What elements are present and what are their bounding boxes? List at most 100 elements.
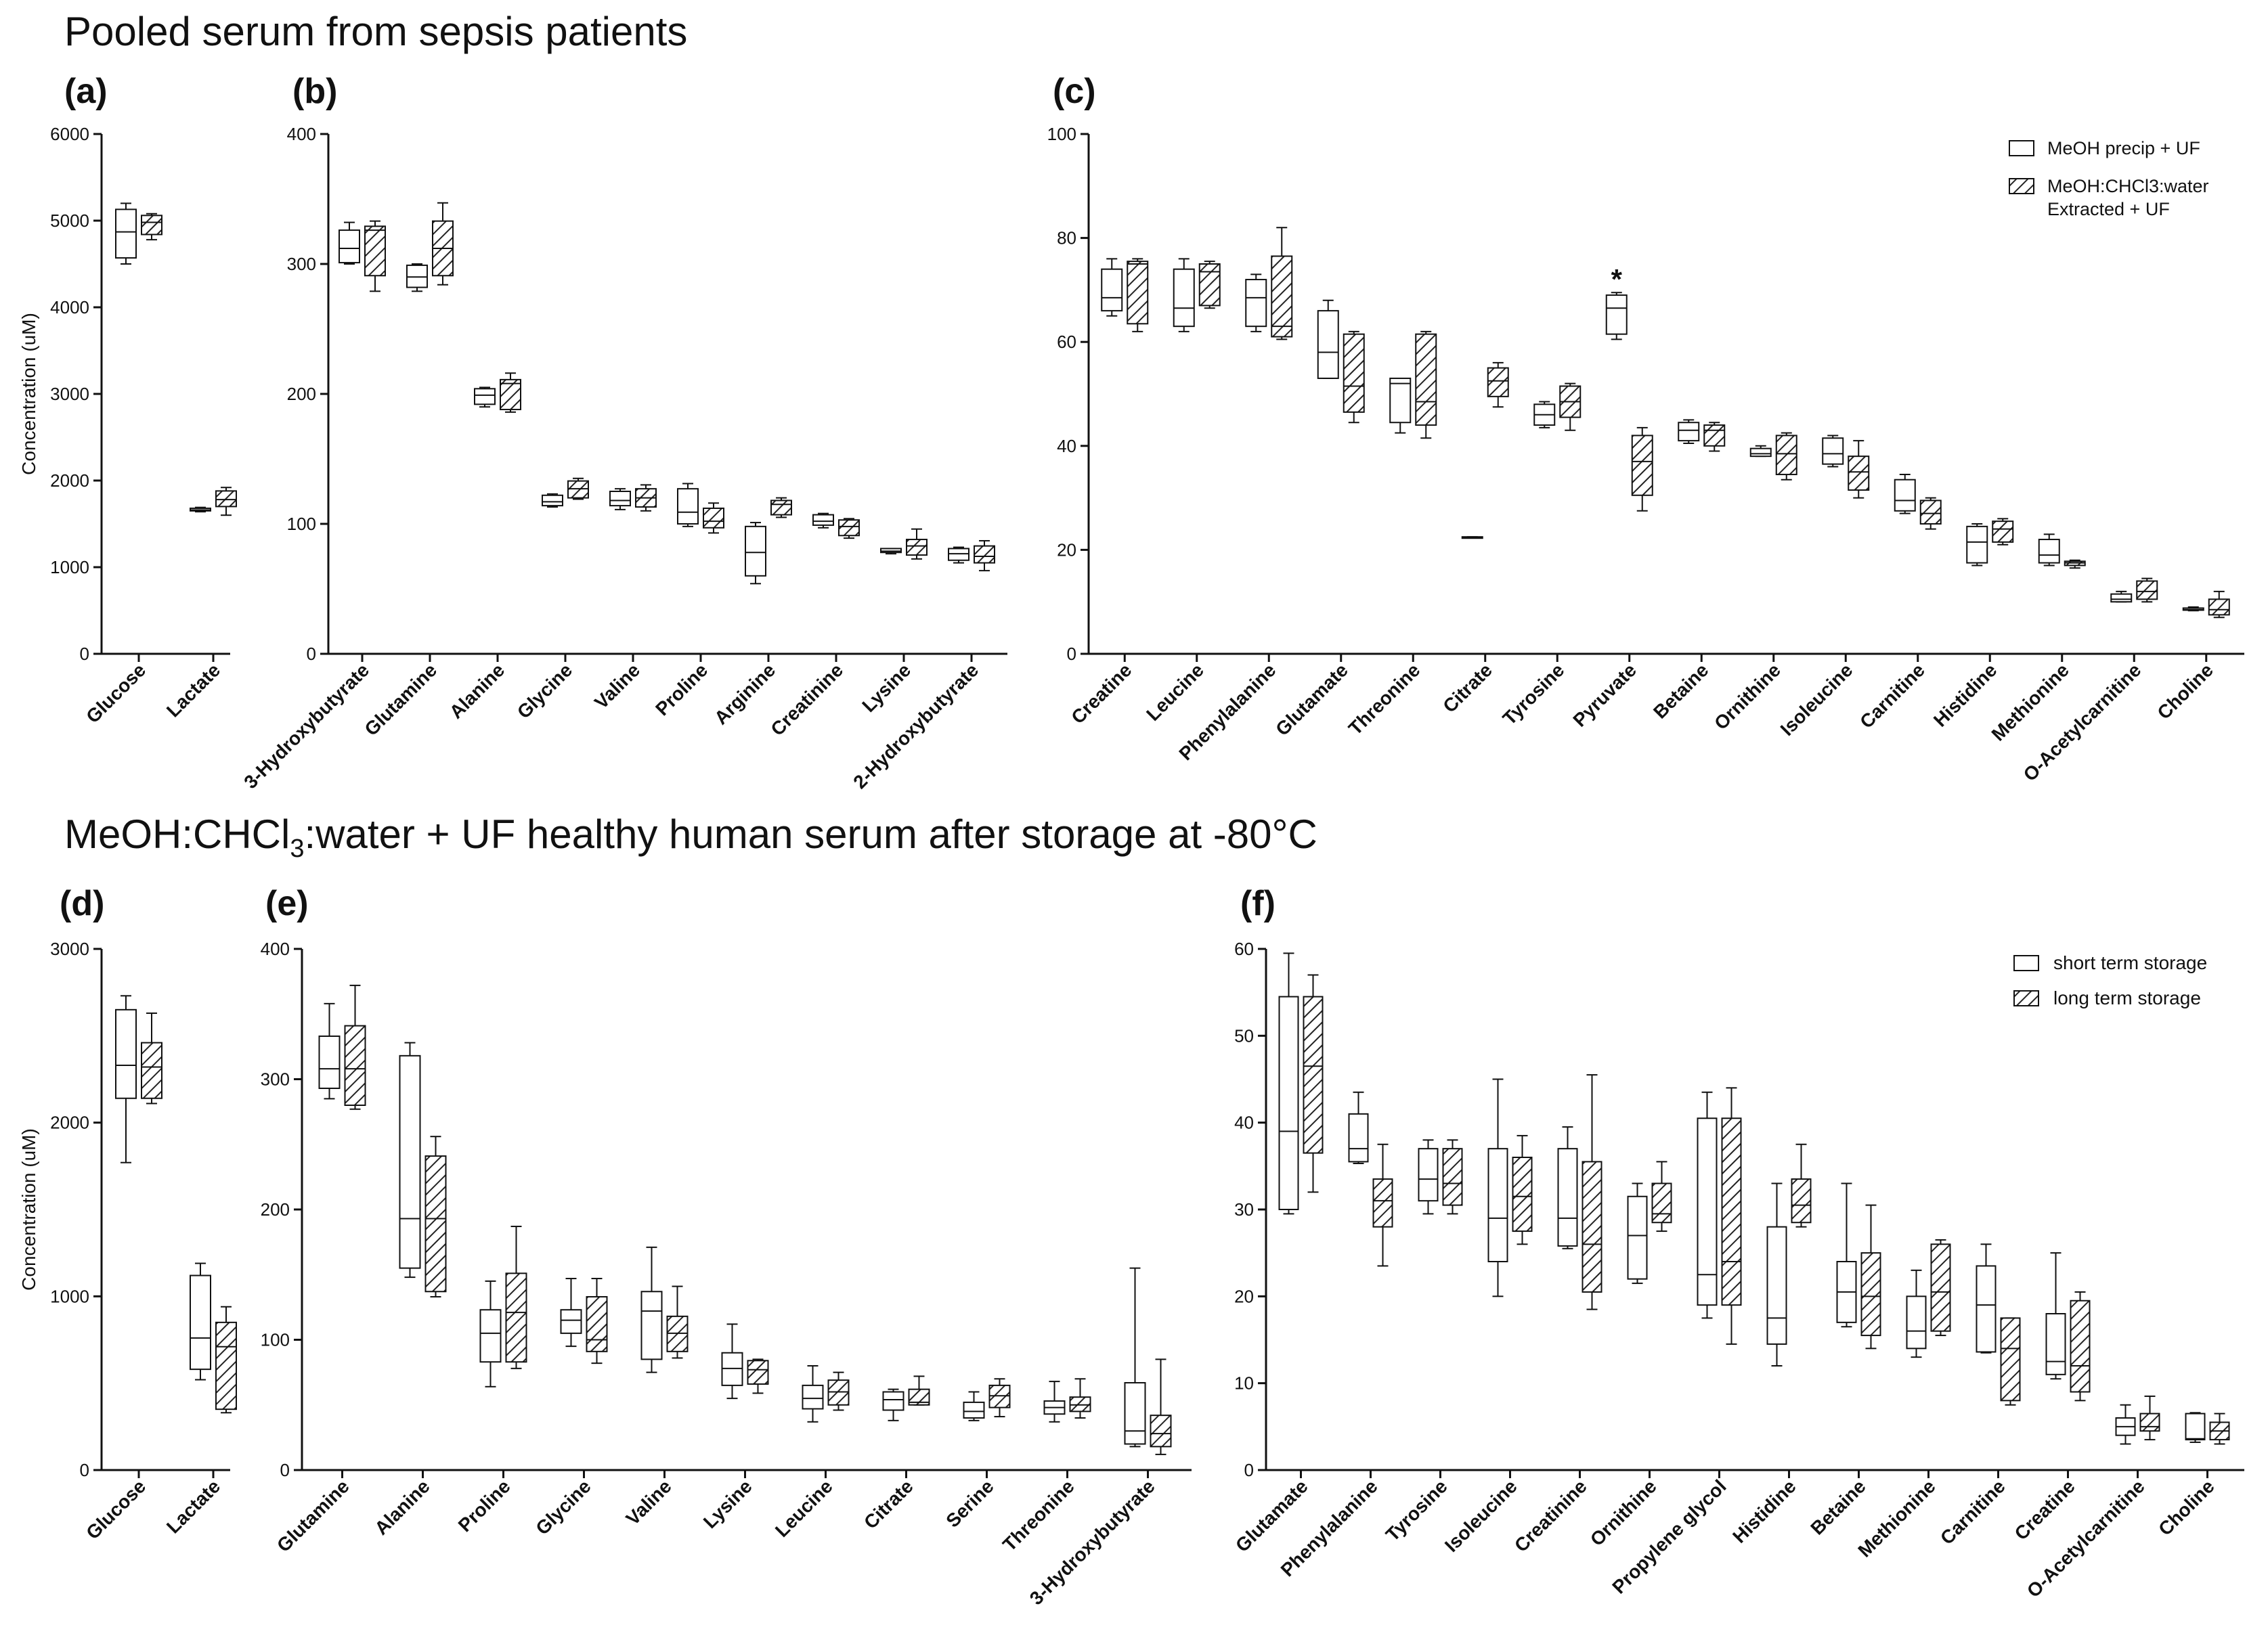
box-plot-plain [721,1323,743,1400]
box [1894,479,1916,512]
box-plot-plain [1605,292,1628,340]
box [560,1309,582,1334]
box-plot-plain [406,263,428,292]
box-plot-hatched [2000,1317,2021,1406]
box-plot-hatched [1721,1087,1742,1345]
box-plot-hatched [1930,1239,1951,1337]
box [1271,255,1293,338]
box-plot-hatched [2070,1291,2091,1402]
box [2038,539,2060,564]
box-plot-hatched [1791,1143,1812,1228]
box-plot-plain [115,202,137,265]
box-plot-plain [1906,1269,1927,1358]
x-tick-label: O-Acetylcarnitine [2020,659,2145,785]
y-tick-label: 20 [1234,1286,1254,1306]
y-tick-label: 300 [287,254,316,274]
box [1822,437,1844,465]
box [1348,1113,1369,1163]
box [2185,1413,2206,1441]
x-tick-label: Arginine [710,659,779,728]
box [1487,367,1509,397]
box [1766,1226,1787,1345]
box-plot-plain [640,1246,663,1373]
box [1721,1117,1742,1306]
x-tick-label: Ornithine [1586,1475,1661,1550]
box-plot-hatched [586,1278,608,1364]
y-tick-label: 60 [1234,939,1254,959]
box-plot-plain [1173,258,1195,332]
panel-label: (a) [64,72,108,111]
box [215,490,237,508]
box-plot-hatched [1372,1143,1393,1267]
box [770,499,792,516]
box-plot-plain [677,483,699,527]
box-plot-plain [1749,445,1772,458]
box [1906,1295,1927,1350]
box [364,225,386,277]
box [215,1321,237,1410]
box [1173,268,1195,328]
x-tick-label: Valine [622,1475,676,1529]
box-plot-hatched [1343,330,1365,424]
chart-panel-4: (d) 0 1000 2000 3000 Concentration (uM) Glucos… [18,884,237,1543]
y-tick-label: 3000 [50,939,89,959]
box [474,388,496,405]
box [802,1384,824,1410]
x-tick-label: Glucose [82,659,150,727]
box-plot-plain [115,995,137,1163]
box [1372,1178,1393,1228]
x-tick-label: Threonine [999,1475,1078,1555]
x-tick-label: Lactate [162,659,224,721]
x-tick-label: Glutamate [1271,659,1352,740]
legend: short term storage long term storage [2013,952,2207,1008]
legend-label: long term storage [2053,987,2201,1008]
box-plot-plain [880,548,902,555]
box [1245,279,1267,328]
box-plot-plain [1976,1243,1997,1354]
legend-swatch-plain [2013,955,2039,971]
box [479,1309,502,1363]
box-plot-plain [190,506,211,513]
box [1703,424,1726,447]
y-tick-label: 2000 [50,1113,89,1133]
box-plot-hatched [1487,361,1509,408]
x-tick-label: Betaine [1649,659,1712,722]
box-plot-plain [1557,1126,1578,1249]
box [2110,593,2133,603]
box-plot-plain [812,512,834,529]
storage-title-part2: :water + UF healthy human serum after st… [304,812,1317,857]
box-plot-hatched [424,1136,447,1297]
box-plot-hatched [141,1012,162,1105]
box [1343,333,1365,413]
x-tick-label: Histidine [1728,1475,1800,1547]
y-tick-label: 100 [287,514,316,534]
box [500,378,521,411]
box-plot-plain [474,386,496,408]
box-plot-plain [2045,1252,2066,1380]
box-plot-hatched [344,984,366,1110]
x-tick-label: Citrate [860,1475,917,1533]
panel-label: (b) [292,72,337,111]
box-plot-hatched [1150,1358,1172,1455]
box-plot-plain [745,522,766,585]
box [1627,1195,1648,1280]
x-tick-label: O-Acetylcarnitine [2023,1475,2149,1601]
box [1791,1178,1812,1224]
box-plot-plain [1627,1182,1648,1285]
y-tick-label: 0 [1244,1460,1254,1480]
panel-label: (c) [1053,72,1096,111]
box-plot-hatched [432,202,454,286]
y-tick-label: 5000 [50,210,89,231]
y-tick-label: 30 [1234,1199,1254,1220]
box-plot-hatched [141,213,162,241]
box-plot-plain [802,1365,824,1423]
x-tick-label: Proline [651,659,712,719]
y-axis-label: Concentration (uM) [18,1128,39,1291]
box [1487,1148,1508,1262]
legend-swatch-plain [2009,140,2034,156]
box-plot-plain [1487,1078,1508,1297]
box [318,1035,341,1089]
